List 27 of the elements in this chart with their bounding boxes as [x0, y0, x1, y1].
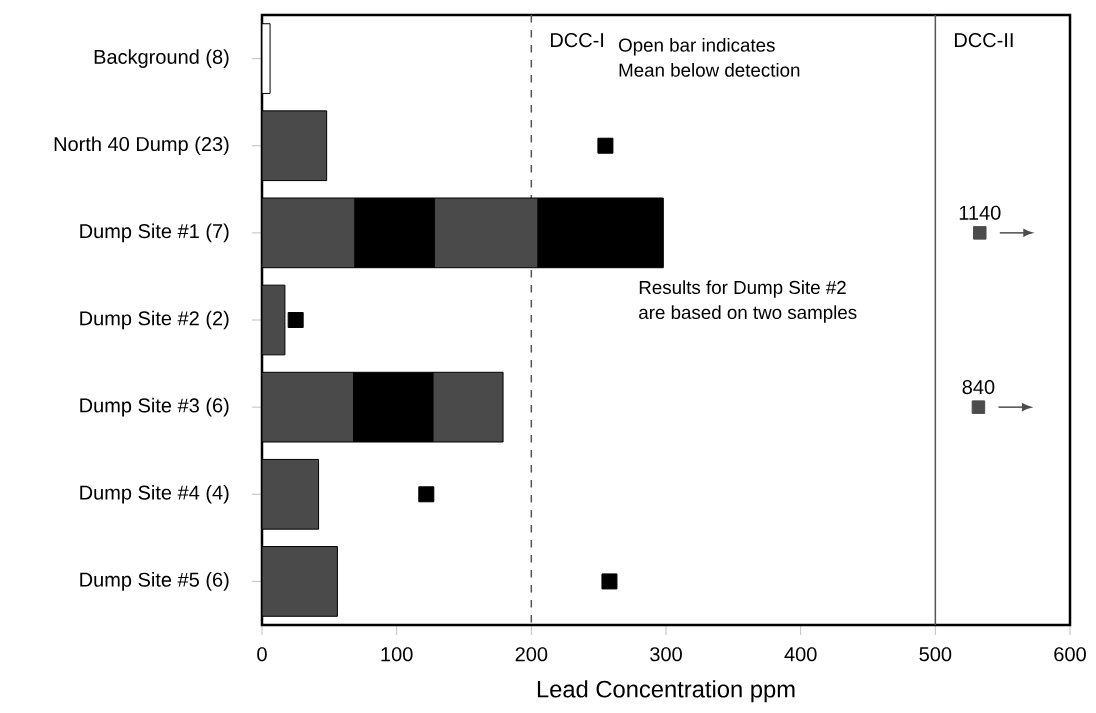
annotation: Results for Dump Site #2 — [639, 280, 846, 298]
x-tick-label: 300 — [650, 647, 682, 662]
annotation: are based on two samples — [639, 305, 857, 323]
y-tick-label: Dump Site #1 (7) — [80, 223, 229, 243]
ref-line-label: DCC-I — [550, 33, 604, 48]
x-tick-label: 600 — [1054, 647, 1086, 662]
annotation: 1140 — [959, 205, 1001, 220]
y-tick-label: Dump Site #2 (2) — [80, 310, 229, 330]
point — [287, 312, 304, 328]
y-tick-label: Dump Site #5 (6) — [80, 572, 229, 591]
ref-line-label: DCC-II — [954, 33, 1013, 48]
x-axis-title: Lead Concentration ppm — [537, 680, 795, 703]
annotation: Mean below detection — [619, 63, 800, 77]
annotation: Open bar indicates — [619, 38, 775, 56]
x-tick-label: 400 — [784, 647, 817, 662]
y-tick-label: Background (8) — [94, 49, 229, 68]
point — [418, 486, 435, 503]
annotation: 840 — [962, 379, 995, 395]
x-tick-label: 500 — [919, 647, 952, 662]
x-tick-label: 100 — [381, 647, 413, 662]
x-tick-label: 200 — [515, 647, 548, 662]
y-tick-label: North 40 Dump (23) — [54, 136, 229, 156]
x-tick-label: 0 — [257, 647, 267, 662]
y-tick-label: Dump Site #4 (4) — [80, 484, 229, 504]
y-tick-label: Dump Site #3 (6) — [80, 397, 229, 417]
point — [601, 573, 618, 590]
point — [597, 137, 614, 154]
